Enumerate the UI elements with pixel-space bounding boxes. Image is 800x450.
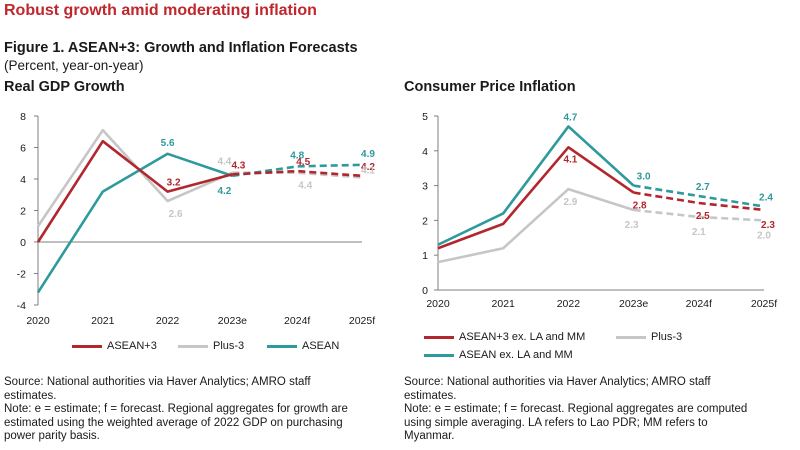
x-tick-label: 2021 bbox=[91, 315, 115, 327]
note-line: estimates. bbox=[404, 389, 457, 402]
note-line: estimates. bbox=[4, 389, 57, 402]
legend-swatch bbox=[616, 335, 646, 339]
data-label: 2.5 bbox=[696, 211, 710, 222]
x-tick-label: 2024f bbox=[284, 315, 310, 327]
legend-label: ASEAN ex. LA and MM bbox=[459, 349, 573, 361]
gdp-legend-item-asean3: ASEAN+3 bbox=[72, 340, 157, 352]
data-label: 4.5 bbox=[296, 157, 310, 168]
gdp-legend-item-asean: ASEAN bbox=[267, 340, 339, 352]
series-line-actual bbox=[36, 139, 233, 243]
legend-label: Plus-3 bbox=[651, 331, 683, 343]
data-label: 4.7 bbox=[563, 112, 577, 123]
legend-swatch bbox=[178, 344, 208, 348]
note-line: estimated using the weighted average of … bbox=[4, 416, 343, 429]
data-label: 2.8 bbox=[633, 201, 647, 212]
data-label: 2.0 bbox=[757, 230, 771, 241]
x-tick-label: 2025f bbox=[751, 298, 777, 310]
x-tick-label: 2023e bbox=[619, 298, 648, 310]
data-label: 2.3 bbox=[761, 220, 775, 231]
headline: Robust growth amid moderating inflation bbox=[4, 2, 317, 19]
y-tick-label: 2 bbox=[20, 206, 26, 218]
data-label: 2.9 bbox=[563, 197, 577, 208]
x-tick-label: 2022 bbox=[156, 315, 180, 327]
cpi-panel-title: Consumer Price Inflation bbox=[404, 79, 576, 95]
y-tick-label: -4 bbox=[17, 300, 26, 312]
y-tick-label: 0 bbox=[422, 285, 428, 297]
note-line: Source: National authorities via Haver A… bbox=[404, 376, 711, 388]
data-label: 4.1 bbox=[563, 154, 577, 165]
y-tick-label: -2 bbox=[17, 269, 26, 281]
legend-swatch bbox=[267, 344, 297, 348]
x-tick-label: 2020 bbox=[426, 298, 450, 310]
legend-swatch bbox=[72, 344, 102, 348]
data-label: 2.3 bbox=[625, 220, 639, 231]
data-label: 2.7 bbox=[696, 182, 710, 193]
legend-label: ASEAN bbox=[302, 340, 340, 352]
cpi-legend-item-asean3: ASEAN+3 ex. LA and MM bbox=[424, 331, 585, 343]
legend-swatch bbox=[424, 353, 454, 357]
note-line: Source: National authorities via Haver A… bbox=[4, 376, 311, 388]
y-tick-label: 5 bbox=[422, 111, 428, 123]
y-tick-label: 8 bbox=[20, 111, 26, 123]
data-label: 4.4 bbox=[298, 181, 312, 192]
series-line-actual bbox=[36, 152, 233, 294]
data-label: 2.6 bbox=[169, 209, 183, 220]
y-tick-label: 1 bbox=[422, 250, 428, 262]
cpi-chart: 0 1 2 3 4 5 2020 2021 2022 2023e 2024f 2025f 4.1 2.8 2… bbox=[422, 111, 777, 310]
legend-label: ASEAN+3 bbox=[107, 340, 157, 352]
data-label: 4.3 bbox=[231, 160, 245, 171]
data-label: 2.1 bbox=[692, 227, 706, 238]
y-tick-label: 0 bbox=[20, 237, 26, 249]
gdp-growth-chart: -4 -2 0 2 4 6 8 2020 2021 2022 2023e 2024f 2025f 3.2 4… bbox=[17, 111, 376, 327]
figure-subtitle: (Percent, year-on-year) bbox=[4, 58, 144, 73]
cpi-legend-item-asean: ASEAN ex. LA and MM bbox=[424, 349, 573, 361]
y-tick-label: 6 bbox=[20, 143, 26, 155]
series-line-actual bbox=[437, 146, 635, 250]
series-line-actual bbox=[437, 125, 635, 246]
note-line: using simple averaging. LA refers to Lao… bbox=[404, 416, 708, 429]
cpi-notes: Source: National authorities via Haver A… bbox=[404, 376, 747, 444]
data-label: 5.6 bbox=[161, 138, 175, 149]
x-tick-label: 2023e bbox=[218, 315, 247, 327]
legend-label: Plus-3 bbox=[213, 340, 245, 352]
data-label: 4.1 bbox=[361, 165, 375, 176]
x-tick-label: 2021 bbox=[492, 298, 516, 310]
gdp-legend-item-plus3: Plus-3 bbox=[178, 340, 244, 352]
data-label: 3.2 bbox=[167, 178, 181, 189]
data-label: 4.2 bbox=[217, 186, 231, 197]
x-tick-label: 2020 bbox=[26, 315, 50, 327]
y-tick-label: 2 bbox=[422, 215, 428, 227]
legend-swatch bbox=[424, 335, 454, 339]
figure-title: Figure 1. ASEAN+3: Growth and Inflation … bbox=[4, 40, 358, 56]
x-tick-label: 2024f bbox=[686, 298, 712, 310]
data-label: 4.2 bbox=[361, 162, 375, 173]
note-line: Myanmar. bbox=[404, 430, 455, 442]
x-tick-label: 2022 bbox=[557, 298, 581, 310]
legend-label: ASEAN+3 ex. LA and MM bbox=[459, 331, 586, 343]
data-label: 4.4 bbox=[217, 157, 231, 168]
note-line: Note: e = estimate; f = forecast. Region… bbox=[4, 403, 348, 415]
cpi-legend-item-plus3: Plus-3 bbox=[616, 331, 682, 343]
series-line-actual bbox=[437, 187, 634, 264]
gdp-notes: Source: National authorities via Haver A… bbox=[4, 376, 348, 444]
y-tick-label: 3 bbox=[422, 181, 428, 193]
x-tick-label: 2025f bbox=[349, 315, 375, 327]
data-label: 3.0 bbox=[637, 172, 651, 183]
data-label: 2.4 bbox=[759, 192, 773, 203]
series-line-forecast bbox=[633, 184, 765, 208]
note-line: power parity basis. bbox=[4, 430, 100, 442]
data-label: 4.9 bbox=[361, 149, 375, 160]
data-label: 4.8 bbox=[290, 150, 304, 161]
y-tick-label: 4 bbox=[422, 146, 428, 158]
note-line: Note: e = estimate; f = forecast. Region… bbox=[404, 403, 748, 415]
series-line-forecast bbox=[633, 191, 765, 212]
y-tick-label: 4 bbox=[20, 174, 26, 186]
gdp-panel-title: Real GDP Growth bbox=[4, 79, 125, 95]
